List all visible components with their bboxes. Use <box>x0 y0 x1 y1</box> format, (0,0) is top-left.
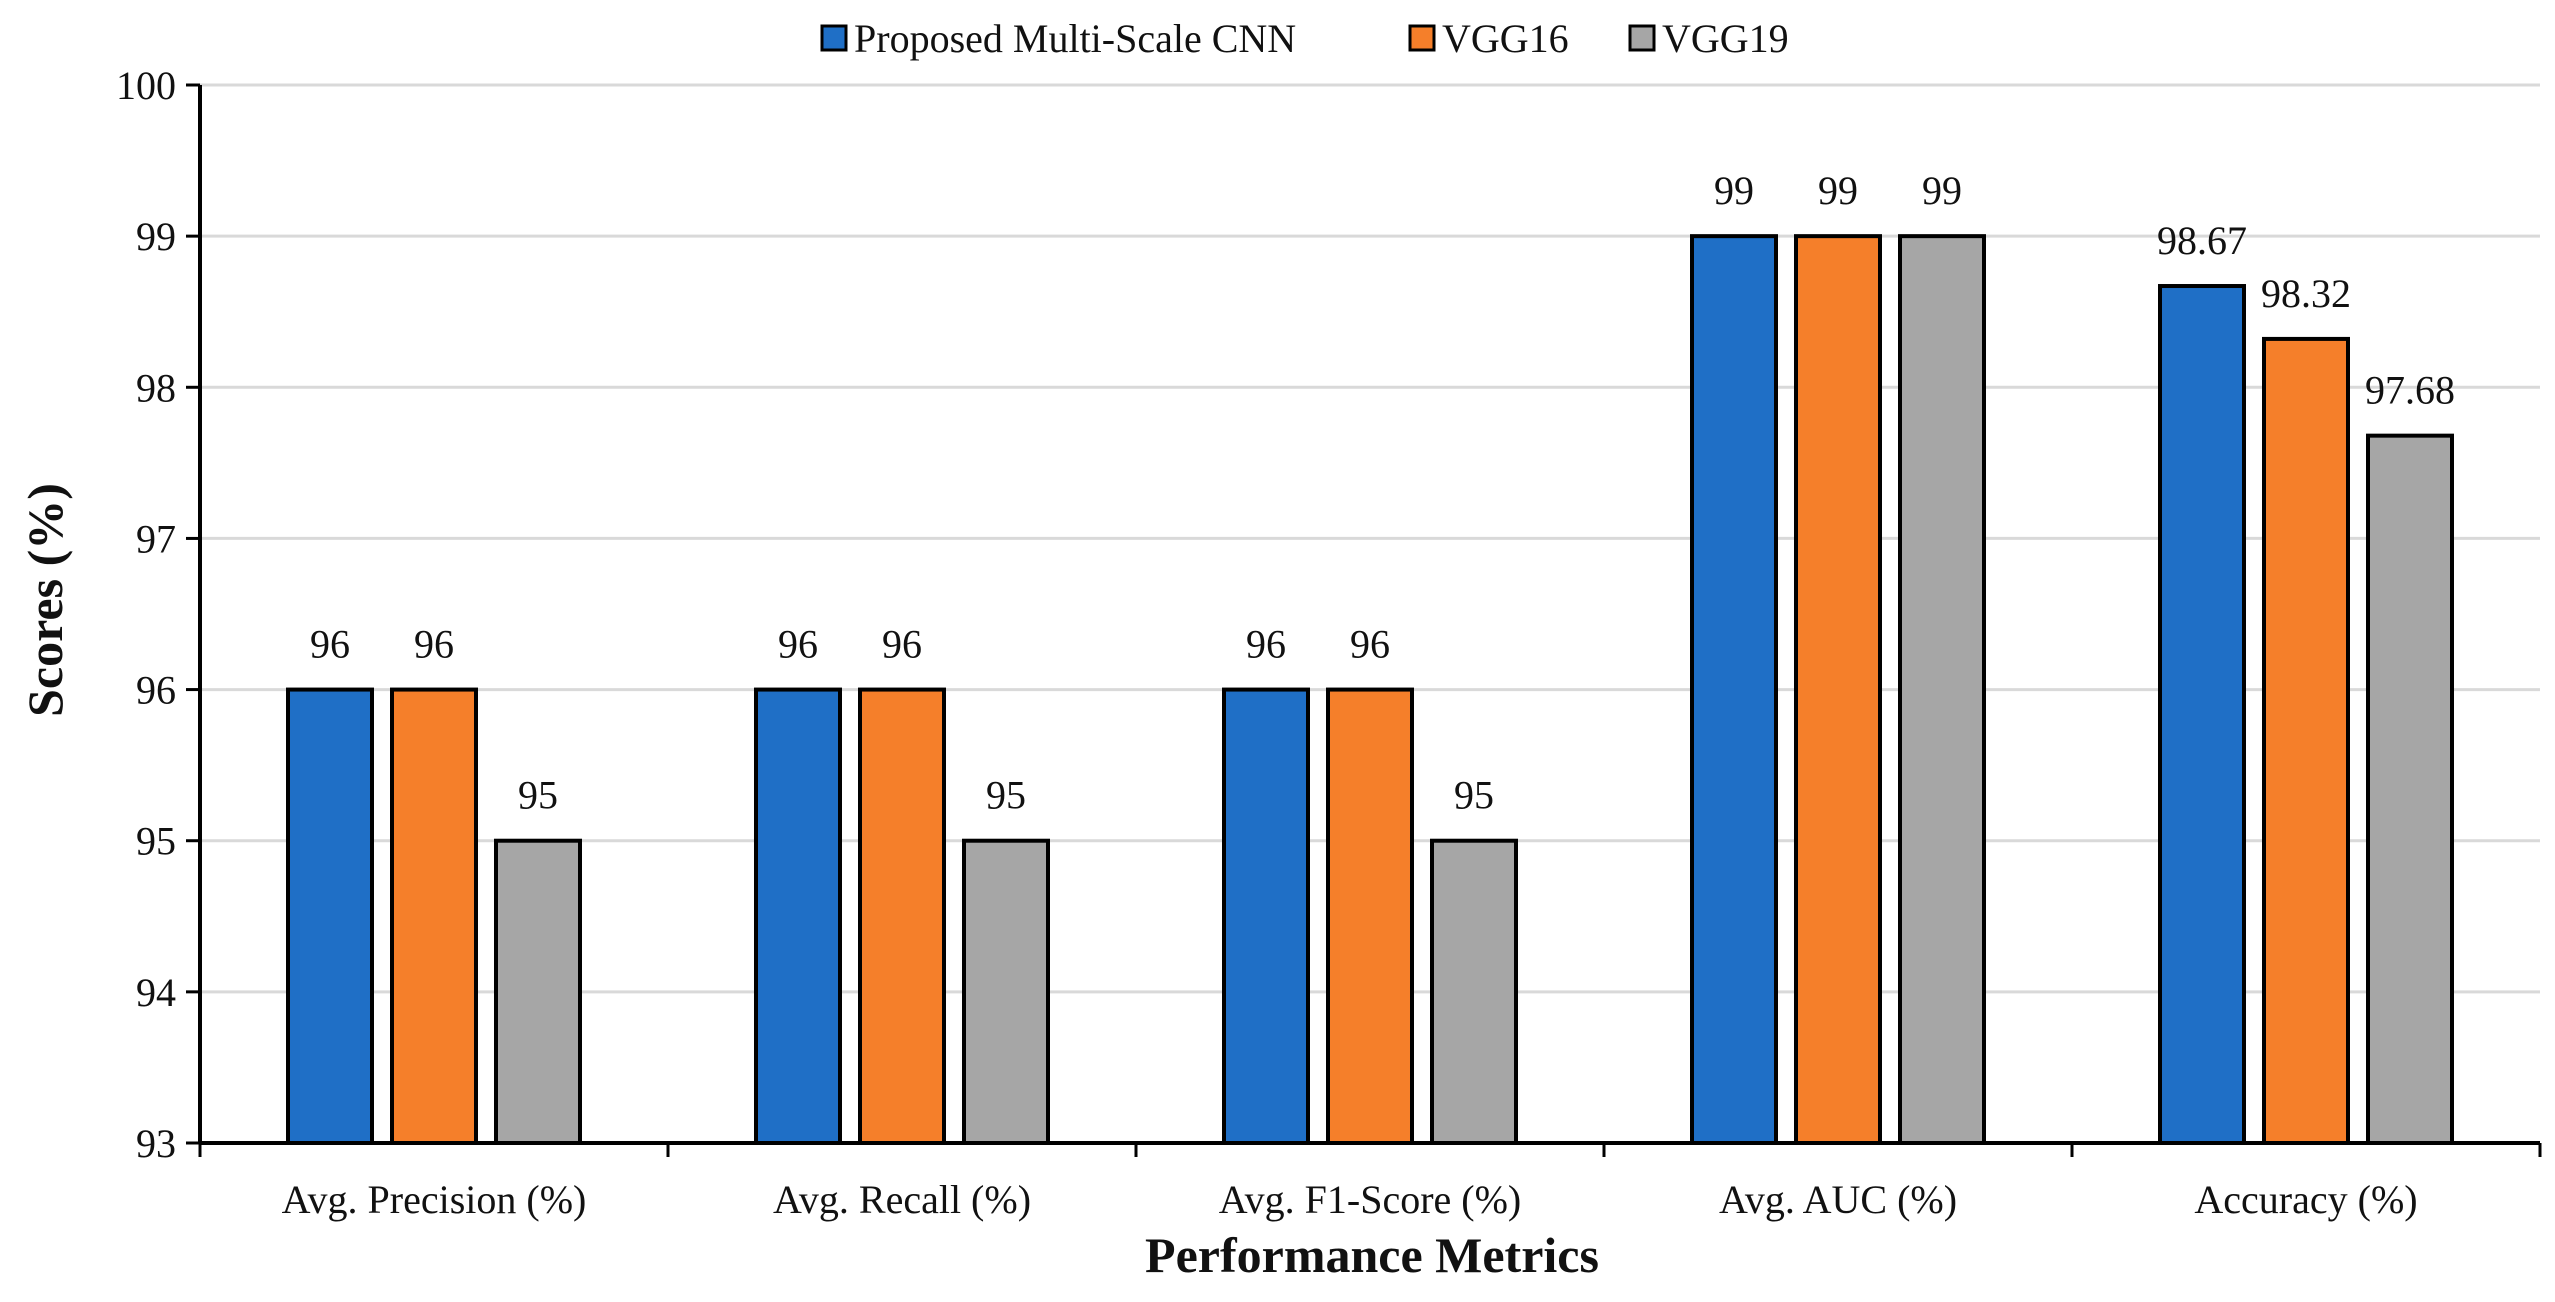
bar <box>962 838 1050 1145</box>
data-label: 99 <box>1922 168 1962 213</box>
x-category-label: Avg. AUC (%) <box>1719 1177 1957 1222</box>
data-labels: 96 96 95 96 96 95 96 96 95 99 99 99 98.67 98.32 97.68 <box>310 168 2455 818</box>
bars <box>286 234 2454 1146</box>
data-label: 98.32 <box>2261 271 2351 316</box>
data-label: 96 <box>1350 622 1390 667</box>
x-category-label: Avg. F1-Score (%) <box>1219 1177 1522 1222</box>
data-label: 99 <box>1818 168 1858 213</box>
legend: Proposed Multi-Scale CNN VGG16 VGG19 <box>820 16 1789 61</box>
bar <box>1222 687 1310 1145</box>
legend-label: Proposed Multi-Scale CNN <box>854 16 1296 61</box>
y-tick-label: 100 <box>116 63 176 108</box>
bar <box>1326 687 1414 1145</box>
y-axis-title: Scores (%) <box>17 483 73 717</box>
legend-swatch <box>1628 24 1656 52</box>
data-label: 95 <box>518 773 558 818</box>
y-tick-label: 95 <box>136 819 176 864</box>
data-label: 97.68 <box>2365 368 2455 413</box>
data-label: 96 <box>310 622 350 667</box>
bar <box>2262 336 2350 1146</box>
legend-swatch <box>820 24 848 52</box>
bar <box>1430 838 1518 1145</box>
y-tick-label: 93 <box>136 1121 176 1166</box>
data-label: 96 <box>882 622 922 667</box>
legend-label: VGG19 <box>1662 16 1789 61</box>
bar <box>2366 433 2454 1145</box>
data-label: 95 <box>1454 773 1494 818</box>
bar <box>286 687 374 1145</box>
x-axis-title: Performance Metrics <box>1145 1227 1599 1283</box>
data-label: 96 <box>1246 622 1286 667</box>
bar <box>754 687 842 1145</box>
bar <box>1690 234 1778 1145</box>
x-category-label: Avg. Recall (%) <box>773 1177 1031 1222</box>
x-category-label: Avg. Precision (%) <box>282 1177 587 1222</box>
y-tick-label: 98 <box>136 365 176 410</box>
axes: 93 94 95 96 97 98 99 100 Avg. Precision (%) Avg. … <box>116 63 2542 1222</box>
x-category-label: Accuracy (%) <box>2194 1177 2417 1222</box>
y-tick-label: 96 <box>136 668 176 713</box>
bar <box>494 838 582 1145</box>
y-tick-label: 99 <box>136 214 176 259</box>
data-label: 99 <box>1714 168 1754 213</box>
bar <box>1794 234 1882 1145</box>
y-tick-label: 97 <box>136 516 176 561</box>
data-label: 96 <box>778 622 818 667</box>
bar <box>858 687 946 1145</box>
legend-label: VGG16 <box>1442 16 1569 61</box>
data-label: 95 <box>986 773 1026 818</box>
legend-swatch <box>1408 24 1436 52</box>
bar <box>390 687 478 1145</box>
y-tick-label: 94 <box>136 970 176 1015</box>
data-label: 98.67 <box>2157 218 2247 263</box>
bar <box>1898 234 1986 1145</box>
data-label: 96 <box>414 622 454 667</box>
bar <box>2158 284 2246 1145</box>
